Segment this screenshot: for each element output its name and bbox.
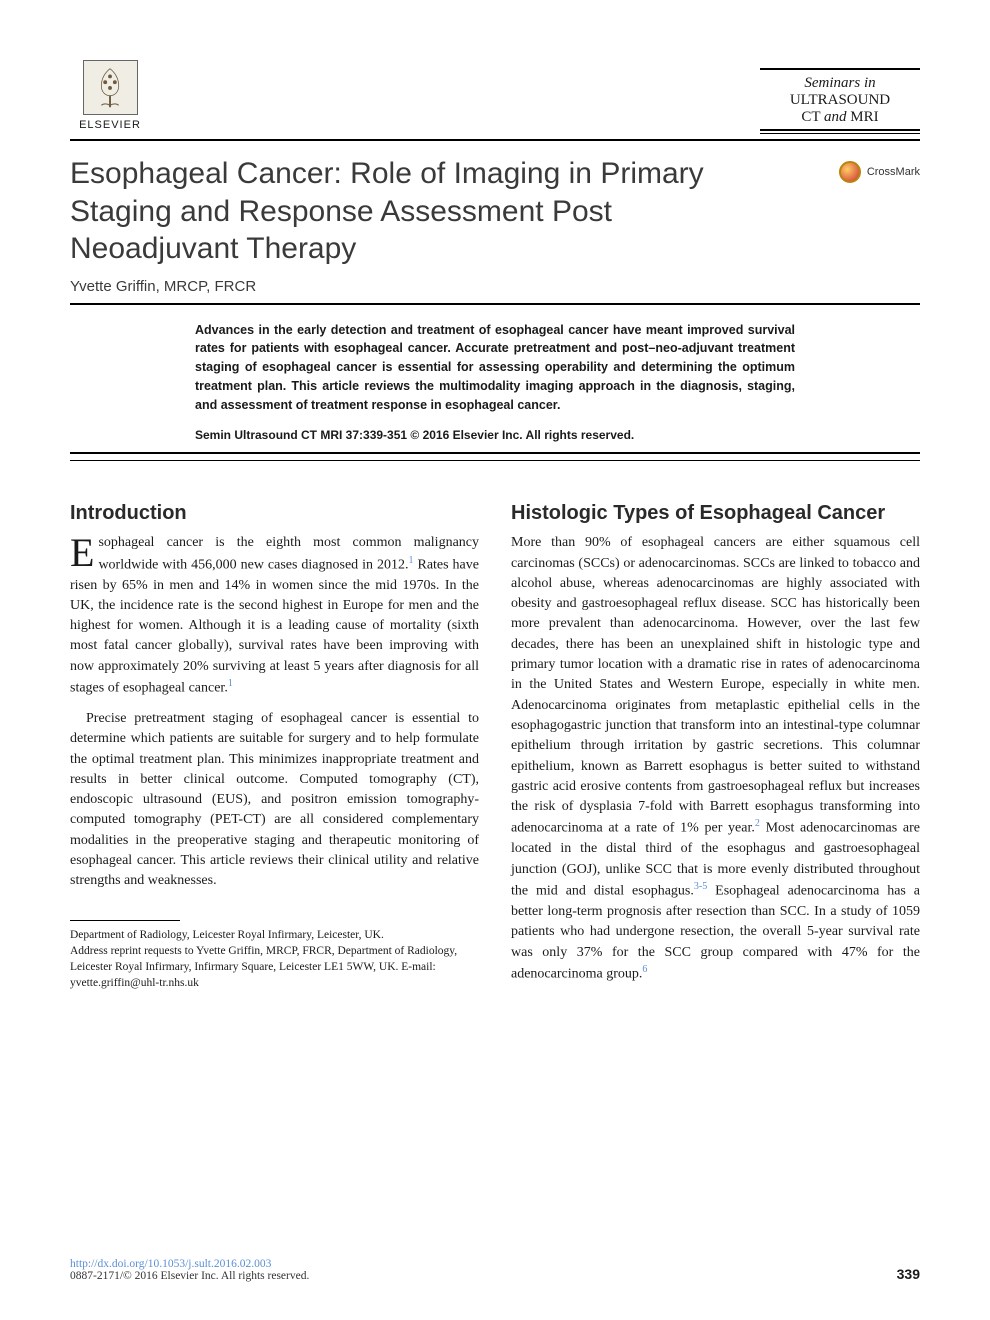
crossmark-label: CrossMark — [867, 166, 920, 178]
footer-left: http://dx.doi.org/10.1053/j.sult.2016.02… — [70, 1258, 309, 1282]
journal-line2: ULTRASOUND CT and MRI — [760, 92, 920, 126]
ref-6[interactable]: 6 — [642, 964, 647, 975]
footnote-reprint: Address reprint requests to Yvette Griff… — [70, 943, 479, 991]
article-title: Esophageal Cancer: Role of Imaging in Pr… — [70, 155, 770, 268]
journal-title-box: Seminars in ULTRASOUND CT and MRI — [760, 68, 920, 131]
copyright: 0887-2171/© 2016 Elsevier Inc. All right… — [70, 1270, 309, 1282]
crossmark-icon — [839, 161, 861, 183]
abstract: Advances in the early detection and trea… — [195, 321, 795, 415]
intro-p1: Esophageal cancer is the eighth most com… — [70, 533, 479, 699]
rule-under-abstract-1 — [70, 452, 920, 454]
journal-ct: CT — [801, 109, 820, 125]
journal-line1: Seminars in — [760, 75, 920, 92]
ref-1b[interactable]: 1 — [228, 678, 233, 689]
footnote-rule — [70, 920, 180, 921]
right-column: Histologic Types of Esophageal Cancer Mo… — [511, 501, 920, 995]
journal-mri: MRI — [850, 109, 878, 125]
title-row: Esophageal Cancer: Role of Imaging in Pr… — [70, 155, 920, 268]
elsevier-tree-icon — [83, 60, 138, 115]
left-column: Introduction Esophageal cancer is the ei… — [70, 501, 479, 995]
footnote-affiliation: Department of Radiology, Leicester Royal… — [70, 927, 479, 943]
histo-heading: Histologic Types of Esophageal Cancer — [511, 501, 920, 525]
doi-link[interactable]: http://dx.doi.org/10.1053/j.sult.2016.02… — [70, 1258, 309, 1270]
authors: Yvette Griffin, MRCP, FRCR — [70, 278, 920, 295]
page-number: 339 — [897, 1266, 920, 1282]
journal-ultrasound: ULTRASOUND — [790, 92, 890, 108]
histo-p1: More than 90% of esophageal cancers are … — [511, 533, 920, 985]
journal-and: and — [824, 109, 847, 125]
crossmark-badge[interactable]: CrossMark — [839, 161, 920, 183]
publisher-name: ELSEVIER — [79, 119, 141, 131]
rule-under-abstract-2 — [70, 460, 920, 461]
histo-p1-a: More than 90% of esophageal cancers are … — [511, 535, 920, 836]
ref-3-5[interactable]: 3-5 — [694, 881, 707, 892]
intro-heading: Introduction — [70, 501, 479, 525]
citation: Semin Ultrasound CT MRI 37:339-351 © 201… — [195, 428, 795, 442]
page-footer: http://dx.doi.org/10.1053/j.sult.2016.02… — [70, 1258, 920, 1282]
intro-p2: Precise pretreatment staging of esophage… — [70, 709, 479, 892]
publisher-logo: ELSEVIER — [70, 60, 150, 131]
intro-p1-after: Rates have risen by 65% in men and 14% i… — [70, 557, 479, 695]
rule-under-authors — [70, 303, 920, 305]
rule-top — [70, 139, 920, 141]
header-row: ELSEVIER Seminars in ULTRASOUND CT and M… — [70, 60, 920, 131]
body-columns: Introduction Esophageal cancer is the ei… — [70, 501, 920, 995]
dropcap: E — [70, 533, 98, 570]
